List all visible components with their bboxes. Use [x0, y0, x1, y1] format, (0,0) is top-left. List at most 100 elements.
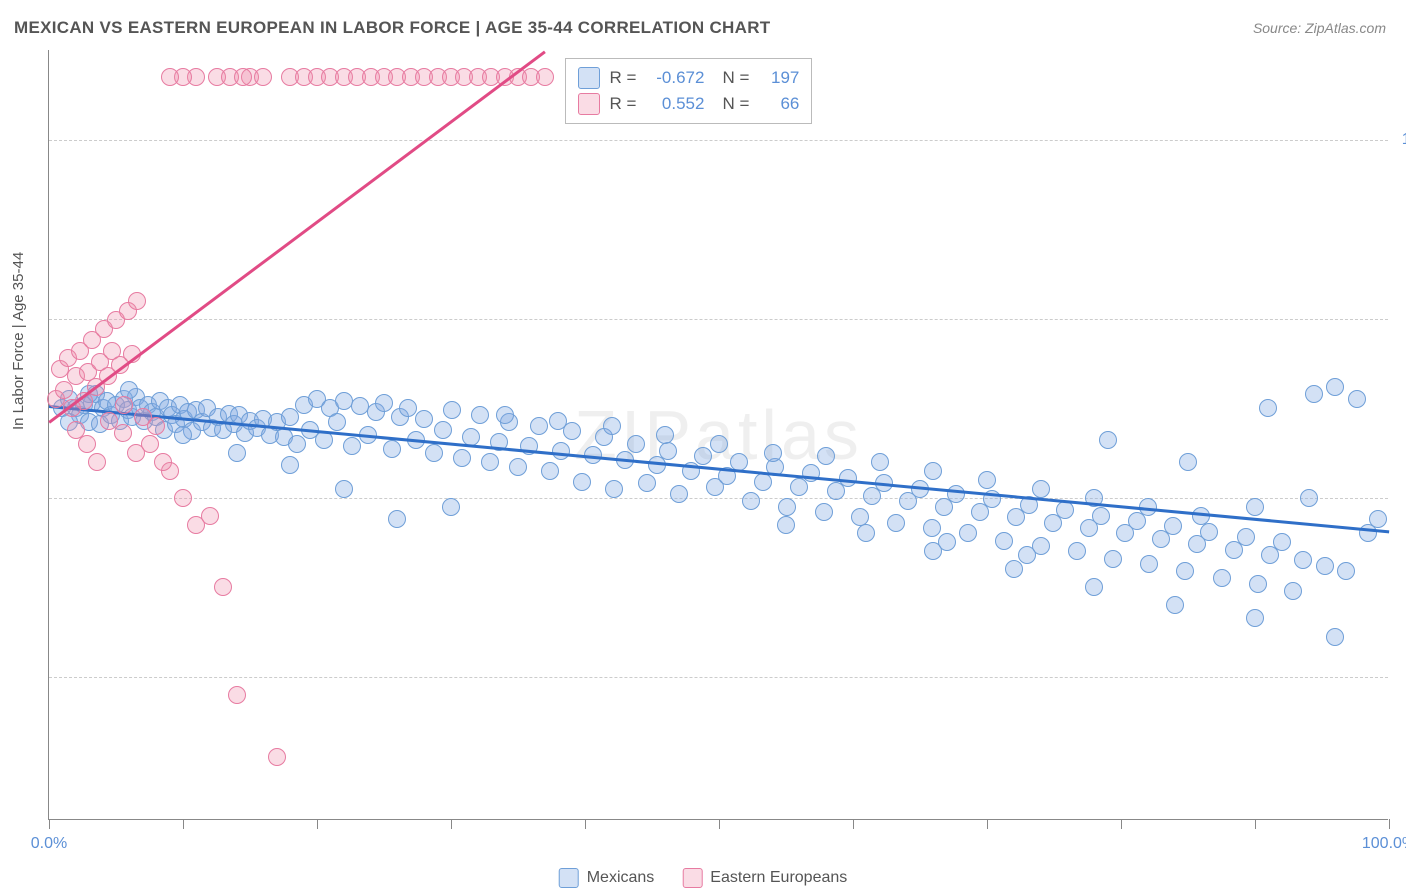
scatter-point — [228, 686, 246, 704]
stat-r-label: R = — [610, 94, 637, 114]
trend-line — [48, 50, 545, 423]
scatter-point — [1246, 609, 1264, 627]
scatter-point — [541, 462, 559, 480]
scatter-point — [694, 447, 712, 465]
scatter-point — [288, 435, 306, 453]
scatter-point — [442, 498, 460, 516]
scatter-point — [1316, 557, 1334, 575]
scatter-point — [924, 462, 942, 480]
scatter-point — [415, 410, 433, 428]
scatter-point — [115, 396, 133, 414]
y-tick-label: 100.0% — [1402, 131, 1406, 149]
scatter-point — [201, 507, 219, 525]
legend-item: Mexicans — [559, 868, 655, 888]
scatter-point — [754, 473, 772, 491]
scatter-point — [530, 417, 548, 435]
scatter-point — [1348, 390, 1366, 408]
x-tick — [987, 819, 988, 829]
scatter-point — [1018, 546, 1036, 564]
scatter-point — [815, 503, 833, 521]
stat-r-label: R = — [610, 68, 637, 88]
scatter-point — [817, 447, 835, 465]
x-tick — [853, 819, 854, 829]
stats-row: R =-0.672N =197 — [578, 65, 800, 91]
scatter-point — [161, 68, 179, 86]
scatter-point — [128, 292, 146, 310]
legend-label: Eastern Europeans — [710, 869, 847, 887]
scatter-point — [871, 453, 889, 471]
scatter-point — [214, 578, 232, 596]
bottom-legend: Mexicans Eastern Europeans — [559, 868, 848, 888]
x-tick — [719, 819, 720, 829]
scatter-point — [978, 471, 996, 489]
scatter-point — [481, 453, 499, 471]
scatter-point — [343, 437, 361, 455]
x-tick — [1389, 819, 1390, 829]
scatter-point — [1284, 582, 1302, 600]
x-tick — [1121, 819, 1122, 829]
scatter-point — [670, 485, 688, 503]
scatter-point — [1369, 510, 1387, 528]
scatter-point — [55, 381, 73, 399]
scatter-point — [443, 401, 461, 419]
x-tick — [1255, 819, 1256, 829]
scatter-point — [1099, 431, 1117, 449]
scatter-point — [1005, 560, 1023, 578]
scatter-point — [790, 478, 808, 496]
scatter-point — [234, 68, 252, 86]
x-tick — [317, 819, 318, 829]
legend-swatch — [559, 868, 579, 888]
scatter-point — [710, 435, 728, 453]
stats-swatch — [578, 93, 600, 115]
legend-item: Eastern Europeans — [682, 868, 847, 888]
plot-area: ZIPatlas R =-0.672N =197R =0.552N =66 70… — [48, 50, 1388, 820]
scatter-point — [315, 431, 333, 449]
scatter-point — [254, 68, 272, 86]
scatter-point — [887, 514, 905, 532]
scatter-point — [656, 426, 674, 444]
scatter-point — [857, 524, 875, 542]
scatter-point — [1166, 596, 1184, 614]
gridline-h — [49, 677, 1388, 678]
y-axis-label: In Labor Force | Age 35-44 — [10, 252, 27, 430]
scatter-point — [552, 442, 570, 460]
scatter-point — [434, 421, 452, 439]
x-tick — [183, 819, 184, 829]
scatter-point — [605, 480, 623, 498]
stat-n-label: N = — [722, 94, 749, 114]
scatter-point — [388, 510, 406, 528]
x-tick — [451, 819, 452, 829]
scatter-point — [1237, 528, 1255, 546]
scatter-point — [839, 469, 857, 487]
gridline-h — [49, 140, 1388, 141]
x-tick — [585, 819, 586, 829]
scatter-point — [1273, 533, 1291, 551]
scatter-point — [778, 498, 796, 516]
scatter-point — [496, 406, 514, 424]
stat-n-value: 197 — [759, 68, 799, 88]
scatter-point — [1056, 501, 1074, 519]
gridline-h — [49, 498, 1388, 499]
scatter-point — [1259, 399, 1277, 417]
scatter-point — [1213, 569, 1231, 587]
scatter-point — [777, 516, 795, 534]
scatter-point — [281, 456, 299, 474]
chart-title: MEXICAN VS EASTERN EUROPEAN IN LABOR FOR… — [14, 18, 770, 38]
scatter-point — [147, 417, 165, 435]
scatter-point — [1179, 453, 1197, 471]
x-tick-label: 100.0% — [1362, 835, 1406, 853]
scatter-point — [1200, 523, 1218, 541]
scatter-point — [1140, 555, 1158, 573]
scatter-point — [228, 444, 246, 462]
scatter-point — [1337, 562, 1355, 580]
scatter-point — [1326, 628, 1344, 646]
scatter-point — [127, 444, 145, 462]
scatter-point — [923, 519, 941, 537]
stats-swatch — [578, 67, 600, 89]
stat-n-value: 66 — [759, 94, 799, 114]
scatter-point — [549, 412, 567, 430]
scatter-point — [1104, 550, 1122, 568]
scatter-point — [1249, 575, 1267, 593]
stats-row: R =0.552N =66 — [578, 91, 800, 117]
scatter-point — [268, 748, 286, 766]
